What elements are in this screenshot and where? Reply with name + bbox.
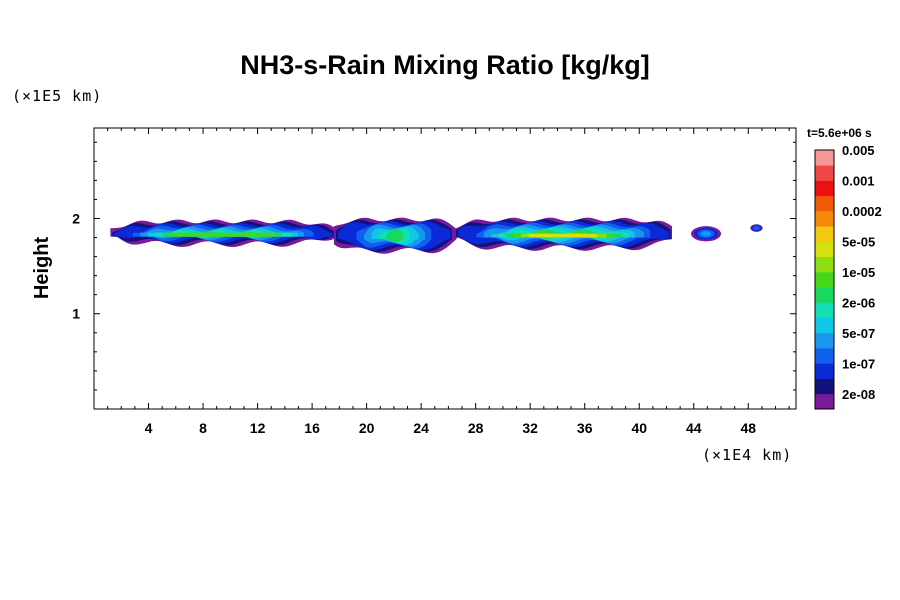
- cloud-field: [110, 217, 763, 254]
- cloud-cell: [700, 231, 712, 237]
- x-tick-label: 8: [199, 420, 207, 436]
- colorbar-swatch: [815, 210, 834, 227]
- colorbar-swatch: [815, 195, 834, 212]
- colorbar-swatch: [815, 271, 834, 288]
- y-axis: 12: [72, 141, 796, 391]
- colorbar-label: 5e-07: [842, 326, 875, 341]
- colorbar-swatch: [815, 165, 834, 181]
- y-tick-label: 2: [72, 210, 80, 226]
- colorbar-swatch: [815, 241, 834, 258]
- colorbar-label: 0.0002: [842, 204, 882, 219]
- plot-frame: [93, 127, 797, 410]
- y-unit-label: (×1E5 km): [12, 87, 102, 105]
- x-tick-label: 36: [577, 420, 593, 436]
- x-axis: 4 8 12 16 20 24 28 32 36 40 44 48: [107, 128, 790, 436]
- colorbar-label: 0.005: [842, 143, 875, 158]
- colorbar-swatch: [815, 363, 834, 379]
- colorbar-swatch: [815, 302, 834, 318]
- colorbar-swatch: [815, 378, 834, 395]
- colorbar-swatch: [815, 348, 834, 364]
- colorbar-swatch: [815, 256, 834, 273]
- x-tick-label: 44: [686, 420, 702, 436]
- colorbar-label: 2e-06: [842, 295, 875, 310]
- colorbar-swatch: [815, 150, 834, 166]
- y-tick-label: 1: [72, 306, 80, 322]
- colorbar-swatch: [815, 180, 834, 197]
- cloud-contour: [528, 233, 597, 238]
- colorbar-swatch: [815, 226, 834, 242]
- x-unit-label: (×1E4 km): [702, 446, 792, 464]
- colorbar-label: 0.001: [842, 173, 875, 188]
- cloud-contour: [386, 229, 404, 242]
- cloud-contour: [170, 232, 276, 237]
- colorbar-frame: [814, 149, 835, 410]
- colorbar-label: 1e-07: [842, 356, 875, 371]
- x-tick-label: 40: [631, 420, 647, 436]
- x-tick-label: 28: [468, 420, 484, 436]
- x-tick-label: 16: [304, 420, 320, 436]
- time-label: t=5.6e+06 s: [807, 126, 872, 140]
- x-tick-label: 48: [741, 420, 757, 436]
- colorbar-swatch: [815, 393, 834, 410]
- cloud-cell: [753, 225, 760, 231]
- colorbar-swatch: [815, 317, 834, 334]
- chart-title: NH3-s-Rain Mixing Ratio [kg/kg]: [240, 50, 650, 80]
- colorbar-swatch: [815, 287, 834, 303]
- colorbar-label: 5e-05: [842, 234, 875, 249]
- colorbar-swatch: [815, 332, 834, 349]
- colorbar-label: 2e-08: [842, 387, 875, 402]
- x-tick-label: 12: [250, 420, 266, 436]
- y-axis-label: Height: [31, 237, 53, 300]
- x-tick-label: 24: [413, 420, 429, 436]
- x-tick-label: 4: [145, 420, 153, 436]
- x-tick-label: 20: [359, 420, 375, 436]
- colorbar-label: 1e-05: [842, 265, 875, 280]
- colorbar: 2e-08 1e-07 5e-07 2e-06 1e-05 5e-05 0.0002 0.00…: [814, 143, 882, 410]
- x-tick-label: 32: [522, 420, 538, 436]
